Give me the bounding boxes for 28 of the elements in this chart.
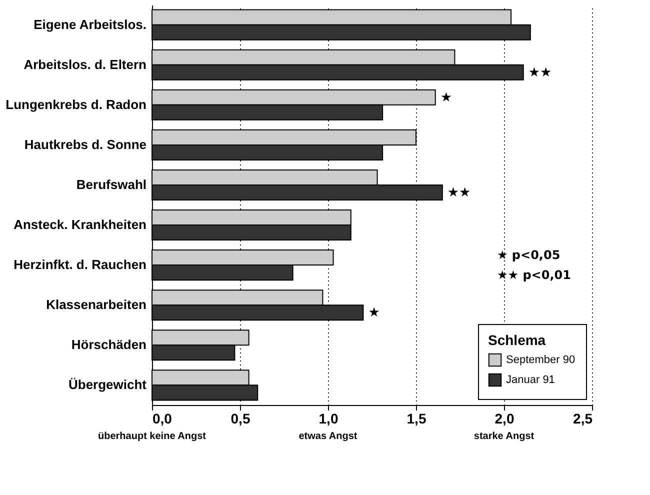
text: starke Angst bbox=[474, 431, 535, 442]
annotation: ★★ bbox=[528, 65, 552, 80]
x-tick-label: 1,0 bbox=[318, 410, 338, 426]
x-tick-label: 0,5 bbox=[230, 410, 250, 426]
y-tick-label: Herzinfkt. d. Rauchen bbox=[14, 257, 147, 272]
annotation: ★★ bbox=[447, 185, 471, 200]
x-tick-label: 2,5 bbox=[573, 410, 593, 426]
annotation: ★ bbox=[368, 306, 380, 321]
y-tick-label: Klassenarbeiten bbox=[46, 297, 147, 312]
legend-title: Schlema bbox=[488, 332, 546, 348]
y-tick-label: Hörschäden bbox=[71, 337, 147, 352]
legend-label: Januar 91 bbox=[506, 374, 555, 386]
x-tick-label: 1,5 bbox=[406, 410, 426, 426]
y-tick-label: Lungenkrebs d. Radon bbox=[6, 96, 147, 112]
annotation: ★ p<0,05 bbox=[497, 248, 560, 262]
annotation: ★ bbox=[440, 90, 452, 106]
text: etwas Angst bbox=[298, 431, 358, 442]
x-tick-label: 0,0 bbox=[152, 410, 172, 426]
text: überhaupt keine Angst bbox=[98, 431, 207, 442]
legend-label: September 90 bbox=[506, 354, 576, 366]
x-tick-label: 2,0 bbox=[494, 410, 514, 426]
annotation: ★★ p<0,01 bbox=[497, 268, 571, 282]
y-tick-label: Übergewicht bbox=[68, 377, 148, 392]
y-tick-label: Ansteck. Krankheiten bbox=[14, 217, 147, 232]
y-tick-label: Hautkrebs d. Sonne bbox=[24, 136, 146, 152]
y-tick-label: Eigene Arbeitslos. bbox=[34, 16, 146, 32]
y-tick-label: Arbeitslos. d. Eltern bbox=[24, 56, 147, 72]
y-tick-label: Berufswahl bbox=[76, 176, 146, 192]
